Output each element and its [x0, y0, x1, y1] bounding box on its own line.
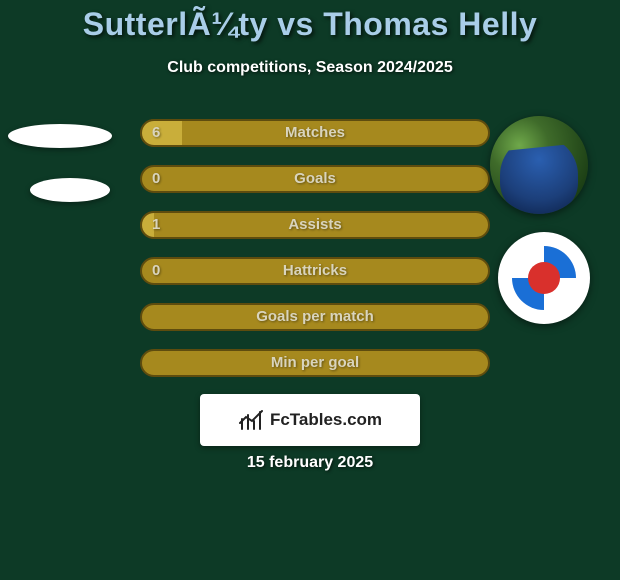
- stat-label: Assists: [140, 211, 490, 239]
- subtitle: Club competitions, Season 2024/2025: [0, 59, 620, 77]
- brand-box[interactable]: FcTables.com: [200, 394, 420, 446]
- club-badge-inner: [512, 246, 576, 310]
- card: SutterlÃ¼ty vs Thomas Helly Club competi…: [0, 0, 620, 580]
- page-title: SutterlÃ¼ty vs Thomas Helly: [0, 6, 620, 43]
- club-badge: [498, 232, 590, 324]
- stat-label: Hattricks: [140, 257, 490, 285]
- brand-text: FcTables.com: [270, 410, 382, 430]
- stat-label: Min per goal: [140, 349, 490, 377]
- stat-value-left: 1: [152, 211, 160, 239]
- player-photo: [490, 116, 588, 214]
- avatar-placeholder: [8, 124, 112, 148]
- stat-value-left: 6: [152, 119, 160, 147]
- stat-label: Goals per match: [140, 303, 490, 331]
- stat-label: Matches: [140, 119, 490, 147]
- brand-logo-icon: [238, 409, 266, 431]
- stat-value-left: 0: [152, 257, 160, 285]
- date-line: 15 february 2025: [0, 454, 620, 472]
- avatar-placeholder: [30, 178, 110, 202]
- stat-value-left: 0: [152, 165, 160, 193]
- stat-label: Goals: [140, 165, 490, 193]
- stat-row: Min per goal: [0, 349, 620, 377]
